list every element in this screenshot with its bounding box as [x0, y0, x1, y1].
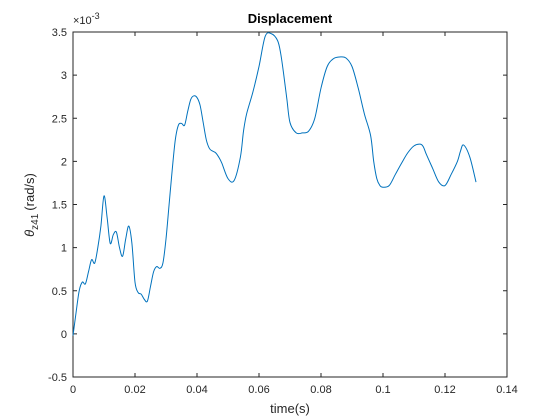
x-tick-label: 0.1	[375, 384, 390, 396]
x-tick-label: 0.14	[496, 384, 517, 396]
y-tick-label: 2.5	[52, 113, 67, 125]
y-exponent-label: ×10-3	[73, 11, 100, 27]
y-tick-label: 1	[61, 243, 67, 255]
x-tick-label: 0.04	[186, 384, 207, 396]
y-tick-label: 3	[61, 70, 67, 82]
y-axis: -0.5 0 0.5 1 1.5 2 2.5 3 3.5	[48, 27, 507, 384]
y-tick-label: 0.5	[52, 286, 67, 298]
y-axis-unit: (rad/s)	[22, 173, 37, 211]
y-exponent-base: ×10	[73, 15, 92, 27]
x-tick-label: 0.12	[434, 384, 455, 396]
y-tick-label: 3.5	[52, 27, 67, 39]
y-axis-subscript: z41	[30, 213, 41, 230]
x-axis: 0 0.02 0.04 0.06 0.08 0.1 0.12 0.14	[70, 32, 518, 396]
y-tick-label: -0.5	[48, 372, 67, 384]
x-axis-label: time(s)	[270, 401, 310, 416]
chart-title: Displacement	[248, 11, 333, 26]
x-tick-label: 0.06	[248, 384, 269, 396]
y-tick-label: 0	[61, 329, 67, 341]
x-tick-label: 0	[70, 384, 76, 396]
y-axis-symbol: θ	[22, 230, 37, 237]
y-exponent-power: -3	[92, 11, 100, 21]
y-tick-label: 1.5	[52, 200, 67, 212]
svg-text:θz41(rad/s): θz41 (rad/s)	[22, 173, 41, 237]
plot-area: 0 0.02 0.04 0.06 0.08 0.1 0.12 0.14 -0.500.511.…	[48, 27, 518, 396]
plot-frame	[72, 31, 508, 378]
series-line	[72, 32, 477, 336]
x-tick-label: 0.02	[124, 384, 145, 396]
svg-text:×10-3: ×10-3	[73, 11, 100, 27]
y-tick-label: 2	[61, 156, 67, 168]
x-tick-label: 0.08	[310, 384, 331, 396]
y-axis-label: θz41 (rad/s)	[22, 173, 41, 237]
